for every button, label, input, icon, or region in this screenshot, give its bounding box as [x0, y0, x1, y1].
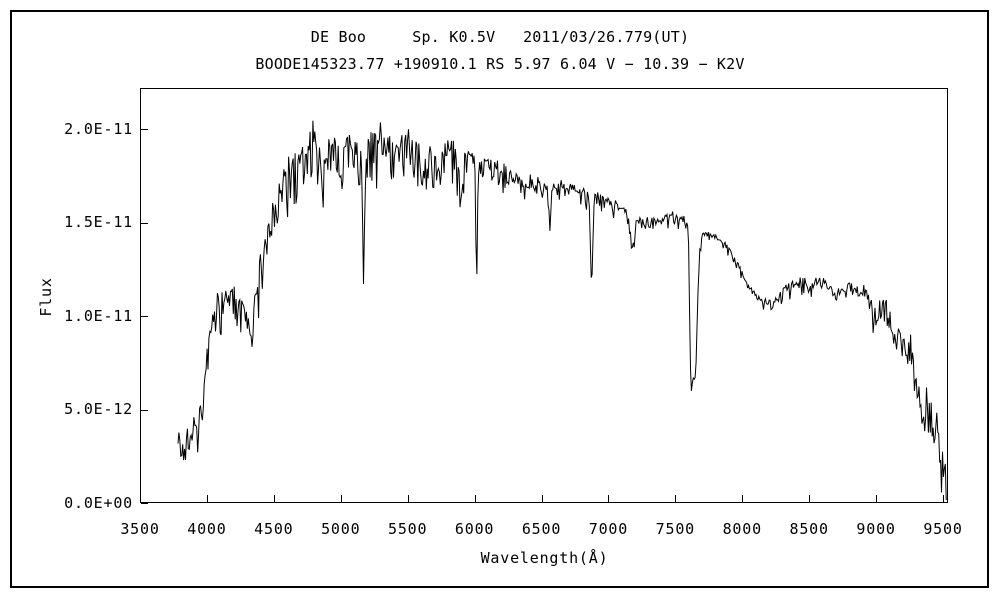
x-tick-label: 9500 — [923, 520, 963, 538]
y-tick-label: 2.0E-11 — [64, 119, 133, 138]
spectrum-trace — [177, 120, 948, 500]
x-tick-label: 5500 — [387, 520, 428, 538]
x-tick-label: 7500 — [655, 520, 695, 538]
x-tick-label: 9000 — [856, 520, 896, 538]
x-tick-label: 8000 — [722, 520, 762, 538]
y-tick-label: 5.0E-12 — [64, 400, 133, 419]
x-tick-label: 4500 — [254, 520, 294, 538]
y-tick-label: 1.5E-11 — [64, 213, 133, 232]
x-tick-label: 4000 — [187, 520, 227, 538]
x-axis-title: Wavelength(Å) — [480, 549, 609, 567]
x-tick-label: 8500 — [789, 520, 829, 538]
chart-title: DE Boo Sp. K0.5V 2011/03/26.779(UT) — [310, 28, 690, 46]
figure-border — [10, 10, 989, 588]
plot-box — [140, 88, 948, 503]
y-tick-label: 1.0E-11 — [64, 306, 133, 325]
y-tick-label: 0.0E+00 — [64, 493, 133, 512]
x-tick-label: 3500 — [120, 520, 160, 538]
x-tick-label: 5000 — [321, 520, 361, 538]
x-tick-label: 6000 — [454, 520, 495, 538]
chart-subtitle: BOODE145323.77 +190910.1 RS 5.97 6.04 V … — [255, 55, 745, 73]
x-tick-label: 6500 — [521, 520, 562, 538]
x-tick-label: 7000 — [588, 520, 629, 538]
